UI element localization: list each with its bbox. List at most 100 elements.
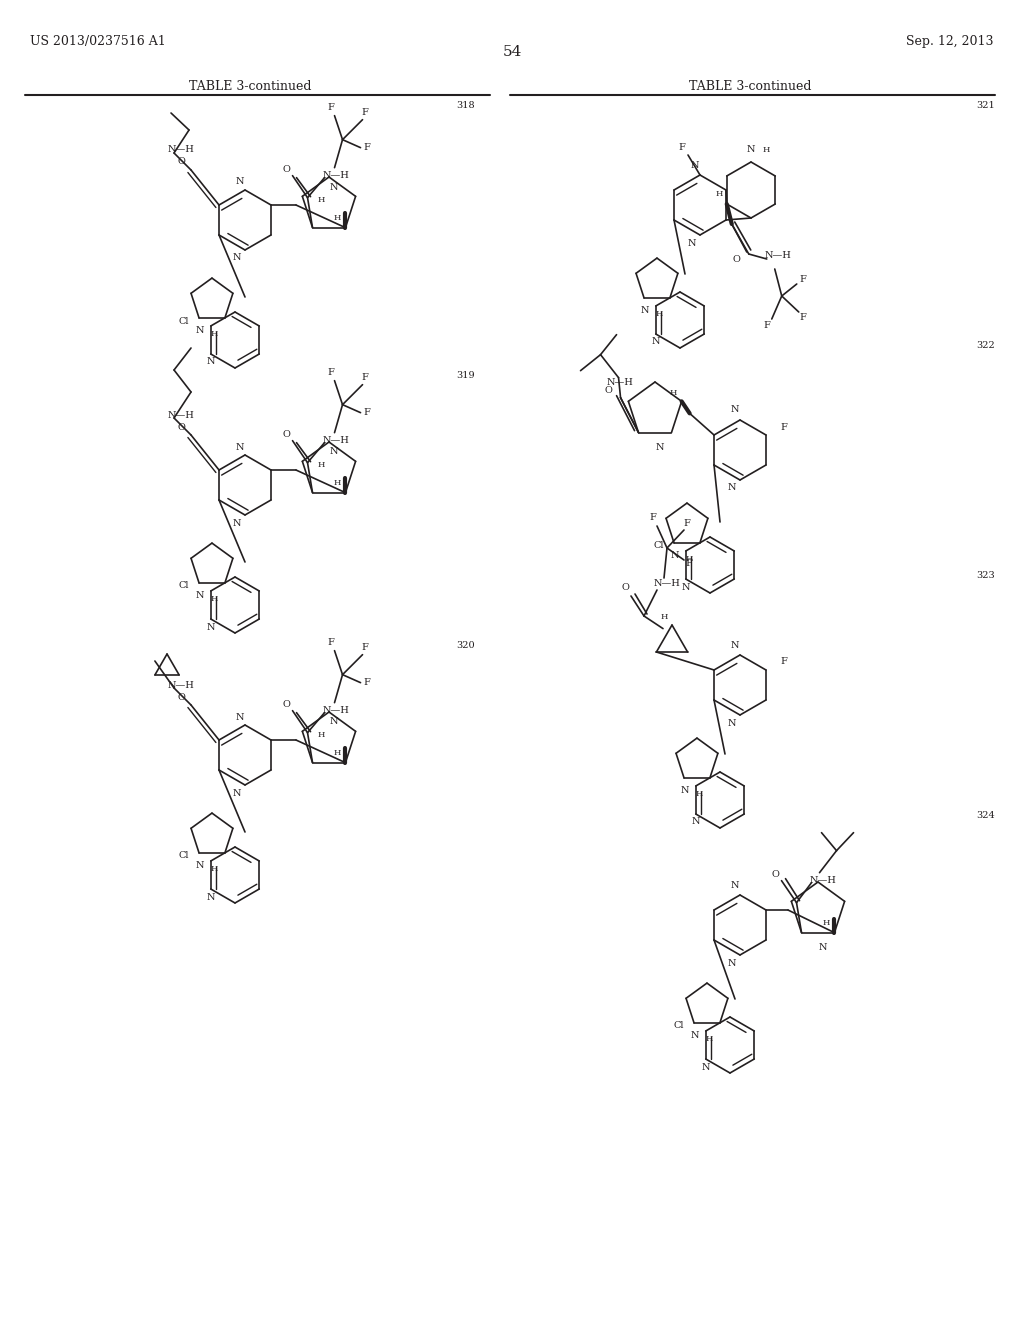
Text: N: N: [681, 785, 689, 795]
Text: N—H: N—H: [323, 172, 349, 180]
Text: N—H: N—H: [167, 411, 194, 420]
Text: N: N: [688, 239, 696, 248]
Text: N: N: [232, 519, 242, 528]
Text: N—H: N—H: [167, 681, 194, 689]
Text: F: F: [361, 374, 368, 383]
Text: 319: 319: [457, 371, 475, 380]
Text: O: O: [283, 700, 291, 709]
Text: F: F: [364, 678, 370, 688]
Text: N: N: [640, 306, 649, 314]
Text: F: F: [679, 143, 685, 152]
Text: H: H: [695, 791, 702, 799]
Text: F: F: [685, 560, 692, 569]
Text: N: N: [207, 623, 215, 631]
Text: N—H: N—H: [810, 876, 837, 886]
Text: F: F: [800, 276, 806, 285]
Text: N—H: N—H: [765, 252, 792, 260]
Text: N: N: [236, 713, 245, 722]
Text: O: O: [604, 387, 612, 395]
Text: H: H: [210, 330, 218, 338]
Text: 322: 322: [976, 341, 995, 350]
Text: F: F: [364, 408, 370, 417]
Text: F: F: [684, 520, 690, 528]
Text: N: N: [671, 550, 679, 560]
Text: O: O: [733, 255, 740, 264]
Text: N—H: N—H: [606, 378, 634, 387]
Text: H: H: [317, 461, 325, 469]
Text: N: N: [207, 892, 215, 902]
Text: H: H: [685, 556, 692, 564]
Text: Cl: Cl: [673, 1022, 684, 1031]
Text: Cl: Cl: [653, 541, 664, 550]
Text: N: N: [655, 444, 665, 453]
Text: N: N: [330, 718, 338, 726]
Text: N: N: [330, 447, 338, 457]
Text: N: N: [232, 788, 242, 797]
Text: N: N: [746, 145, 756, 154]
Text: N: N: [330, 182, 338, 191]
Text: F: F: [364, 143, 370, 152]
Text: 54: 54: [503, 45, 521, 59]
Text: N: N: [701, 1063, 710, 1072]
Text: N: N: [196, 590, 204, 599]
Text: N: N: [690, 1031, 699, 1040]
Text: F: F: [800, 314, 806, 322]
Text: N—H: N—H: [323, 436, 349, 445]
Text: F: F: [649, 513, 656, 523]
Text: F: F: [327, 638, 334, 647]
Text: 323: 323: [976, 570, 995, 579]
Text: N: N: [196, 326, 204, 334]
Text: N: N: [236, 177, 245, 186]
Text: F: F: [361, 108, 368, 117]
Text: O: O: [283, 165, 291, 174]
Text: H: H: [210, 865, 218, 873]
Text: O: O: [177, 157, 185, 166]
Text: O: O: [283, 430, 291, 440]
Text: N: N: [728, 483, 736, 492]
Text: N: N: [728, 958, 736, 968]
Text: O: O: [177, 693, 185, 701]
Text: N: N: [682, 582, 690, 591]
Text: F: F: [763, 322, 770, 330]
Text: O: O: [622, 583, 629, 593]
Text: H: H: [822, 919, 830, 927]
Text: H: H: [706, 1035, 713, 1043]
Text: H: H: [715, 190, 723, 198]
Text: Cl: Cl: [178, 317, 188, 326]
Text: Cl: Cl: [178, 582, 188, 590]
Text: F: F: [327, 368, 334, 378]
Text: N: N: [731, 640, 739, 649]
Text: N: N: [691, 161, 699, 169]
Text: 321: 321: [976, 100, 995, 110]
Text: TABLE 3-continued: TABLE 3-continued: [689, 81, 811, 92]
Text: H: H: [334, 479, 341, 487]
Text: 318: 318: [457, 100, 475, 110]
Text: N: N: [196, 861, 204, 870]
Text: O: O: [177, 422, 185, 432]
Text: Sep. 12, 2013: Sep. 12, 2013: [906, 36, 994, 48]
Text: F: F: [780, 657, 787, 667]
Text: N: N: [819, 944, 827, 953]
Text: Cl: Cl: [178, 851, 188, 861]
Text: H: H: [670, 389, 677, 397]
Text: N: N: [728, 718, 736, 727]
Text: N: N: [691, 817, 700, 826]
Text: N: N: [236, 442, 245, 451]
Text: H: H: [317, 195, 325, 205]
Text: N: N: [232, 253, 242, 263]
Text: 324: 324: [976, 810, 995, 820]
Text: N—H: N—H: [654, 578, 681, 587]
Text: N: N: [731, 405, 739, 414]
Text: O: O: [772, 870, 779, 879]
Text: TABLE 3-continued: TABLE 3-continued: [188, 81, 311, 92]
Text: H: H: [317, 731, 325, 739]
Text: N—H: N—H: [323, 706, 349, 715]
Text: N—H: N—H: [167, 145, 194, 154]
Text: H: H: [762, 147, 770, 154]
Text: N: N: [731, 880, 739, 890]
Text: H: H: [334, 214, 341, 222]
Text: F: F: [361, 643, 368, 652]
Text: US 2013/0237516 A1: US 2013/0237516 A1: [30, 36, 166, 48]
Text: H: H: [655, 310, 663, 318]
Text: H: H: [210, 595, 218, 603]
